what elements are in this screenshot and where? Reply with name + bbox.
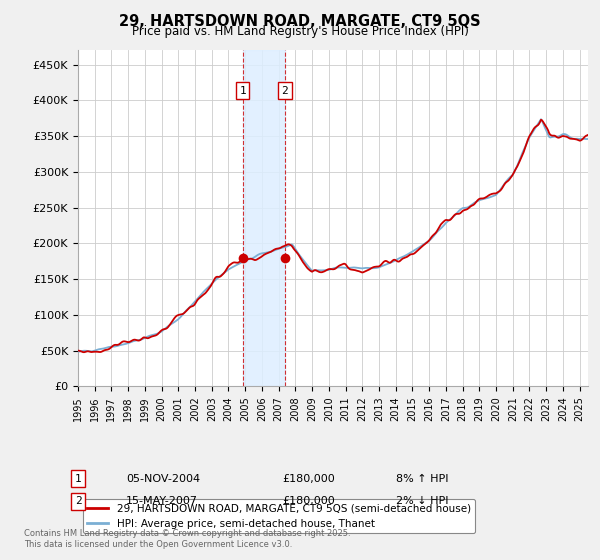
Text: 8% ↑ HPI: 8% ↑ HPI: [396, 474, 449, 484]
Text: £180,000: £180,000: [282, 474, 335, 484]
Text: 05-NOV-2004: 05-NOV-2004: [126, 474, 200, 484]
Text: 1: 1: [239, 86, 246, 96]
Text: 29, HARTSDOWN ROAD, MARGATE, CT9 5QS: 29, HARTSDOWN ROAD, MARGATE, CT9 5QS: [119, 14, 481, 29]
Text: 15-MAY-2007: 15-MAY-2007: [126, 496, 198, 506]
Legend: 29, HARTSDOWN ROAD, MARGATE, CT9 5QS (semi-detached house), HPI: Average price, : 29, HARTSDOWN ROAD, MARGATE, CT9 5QS (se…: [83, 499, 475, 533]
Text: 1: 1: [74, 474, 82, 484]
Text: 2: 2: [281, 86, 288, 96]
Text: 2: 2: [74, 496, 82, 506]
Text: 2% ↓ HPI: 2% ↓ HPI: [396, 496, 449, 506]
Bar: [243, 50, 285, 386]
Text: £180,000: £180,000: [282, 496, 335, 506]
Text: Contains HM Land Registry data © Crown copyright and database right 2025.
This d: Contains HM Land Registry data © Crown c…: [24, 529, 350, 549]
Text: Price paid vs. HM Land Registry's House Price Index (HPI): Price paid vs. HM Land Registry's House …: [131, 25, 469, 38]
